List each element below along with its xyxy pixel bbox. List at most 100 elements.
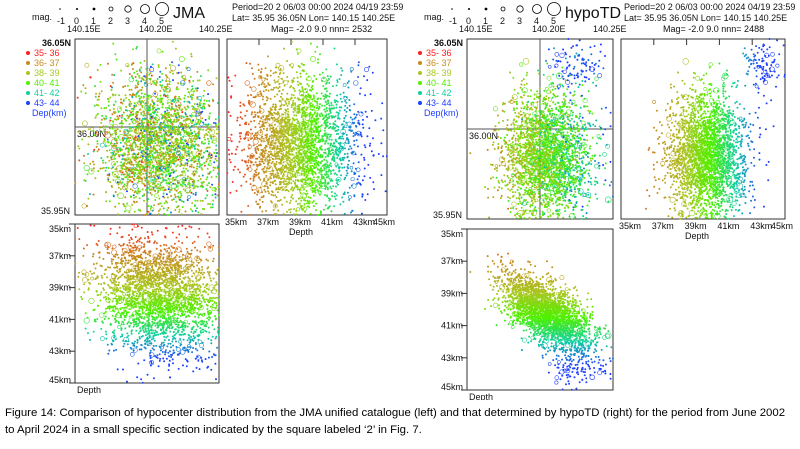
event-point: [206, 241, 212, 247]
event-point: [189, 177, 192, 180]
event-point: [382, 129, 385, 132]
event-point: [235, 189, 238, 192]
event-point: [170, 326, 173, 329]
lon-tick-label: 140.25E: [199, 24, 233, 34]
event-point: [253, 192, 256, 195]
event-point: [150, 231, 153, 234]
event-point: [193, 140, 196, 143]
event-point: [184, 94, 187, 97]
event-point: [135, 345, 138, 348]
event-point: [174, 195, 177, 198]
event-point: [126, 343, 129, 346]
event-point: [108, 252, 111, 255]
event-point: [121, 306, 124, 309]
event-point: [217, 293, 220, 296]
event-point: [228, 158, 231, 161]
event-point: [144, 145, 147, 148]
event-point: [96, 134, 99, 137]
event-point: [360, 153, 363, 156]
event-point: [164, 112, 167, 115]
event-point: [155, 344, 158, 347]
event-point: [163, 136, 166, 139]
event-point: [319, 211, 322, 214]
event-point: [145, 142, 148, 145]
event-point: [123, 285, 126, 288]
event-point: [130, 75, 133, 78]
event-point: [182, 82, 185, 85]
event-point: [163, 171, 166, 174]
event-point: [94, 278, 97, 281]
event-point: [306, 163, 309, 166]
event-point: [172, 72, 175, 75]
event-point: [168, 363, 171, 366]
event-point: [290, 85, 293, 88]
event-point: [108, 200, 111, 203]
event-point: [283, 47, 286, 50]
event-point: [201, 184, 204, 187]
event-point: [338, 137, 341, 140]
event-point: [167, 369, 170, 372]
event-point: [117, 117, 120, 120]
event-point: [206, 270, 209, 273]
event-point: [128, 109, 131, 112]
event-point: [277, 209, 280, 212]
event-point: [380, 142, 383, 145]
event-point: [168, 191, 171, 194]
event-point: [286, 118, 289, 121]
event-point: [349, 211, 352, 214]
event-point: [175, 254, 178, 257]
event-point: [340, 106, 343, 109]
event-point: [172, 344, 175, 347]
event-point: [116, 277, 119, 280]
event-point: [187, 344, 191, 348]
event-point: [209, 316, 212, 319]
event-point: [181, 185, 184, 188]
event-point: [152, 126, 155, 129]
event-point: [146, 165, 149, 168]
event-point: [171, 358, 174, 361]
legend-marker: [26, 81, 30, 85]
event-point: [168, 350, 171, 353]
event-point: [288, 148, 291, 151]
event-point: [128, 295, 131, 298]
event-point: [99, 299, 102, 302]
event-point: [206, 317, 209, 320]
event-point: [186, 164, 189, 167]
event-point: [110, 89, 113, 92]
event-point: [164, 328, 167, 331]
event-point: [169, 181, 172, 184]
event-point: [369, 142, 372, 145]
event-point: [177, 192, 180, 195]
event-point: [133, 94, 136, 97]
event-point: [274, 146, 277, 149]
event-point: [263, 188, 266, 191]
event-point: [148, 336, 151, 339]
event-point: [265, 136, 268, 139]
event-point: [252, 184, 255, 187]
event-point: [323, 116, 326, 119]
event-point: [126, 129, 129, 132]
event-point: [165, 124, 168, 127]
event-point: [130, 352, 135, 357]
event-point: [179, 133, 182, 136]
event-point: [309, 150, 312, 153]
event-point: [300, 133, 303, 136]
event-point: [137, 208, 140, 211]
event-point: [123, 306, 126, 309]
event-point: [162, 121, 165, 124]
event-point: [129, 100, 132, 103]
event-point: [181, 155, 184, 158]
event-point: [132, 48, 135, 51]
event-point: [184, 227, 187, 230]
event-point: [323, 129, 326, 132]
depth-tick-label: 37km: [257, 217, 279, 227]
event-point: [188, 277, 191, 280]
depth-tick-label: 43km: [353, 217, 375, 227]
event-point: [190, 55, 193, 58]
event-point: [212, 169, 215, 172]
event-point: [193, 134, 196, 137]
event-point: [195, 366, 198, 369]
event-point: [266, 163, 269, 166]
event-point: [82, 154, 85, 157]
event-point: [97, 240, 100, 243]
